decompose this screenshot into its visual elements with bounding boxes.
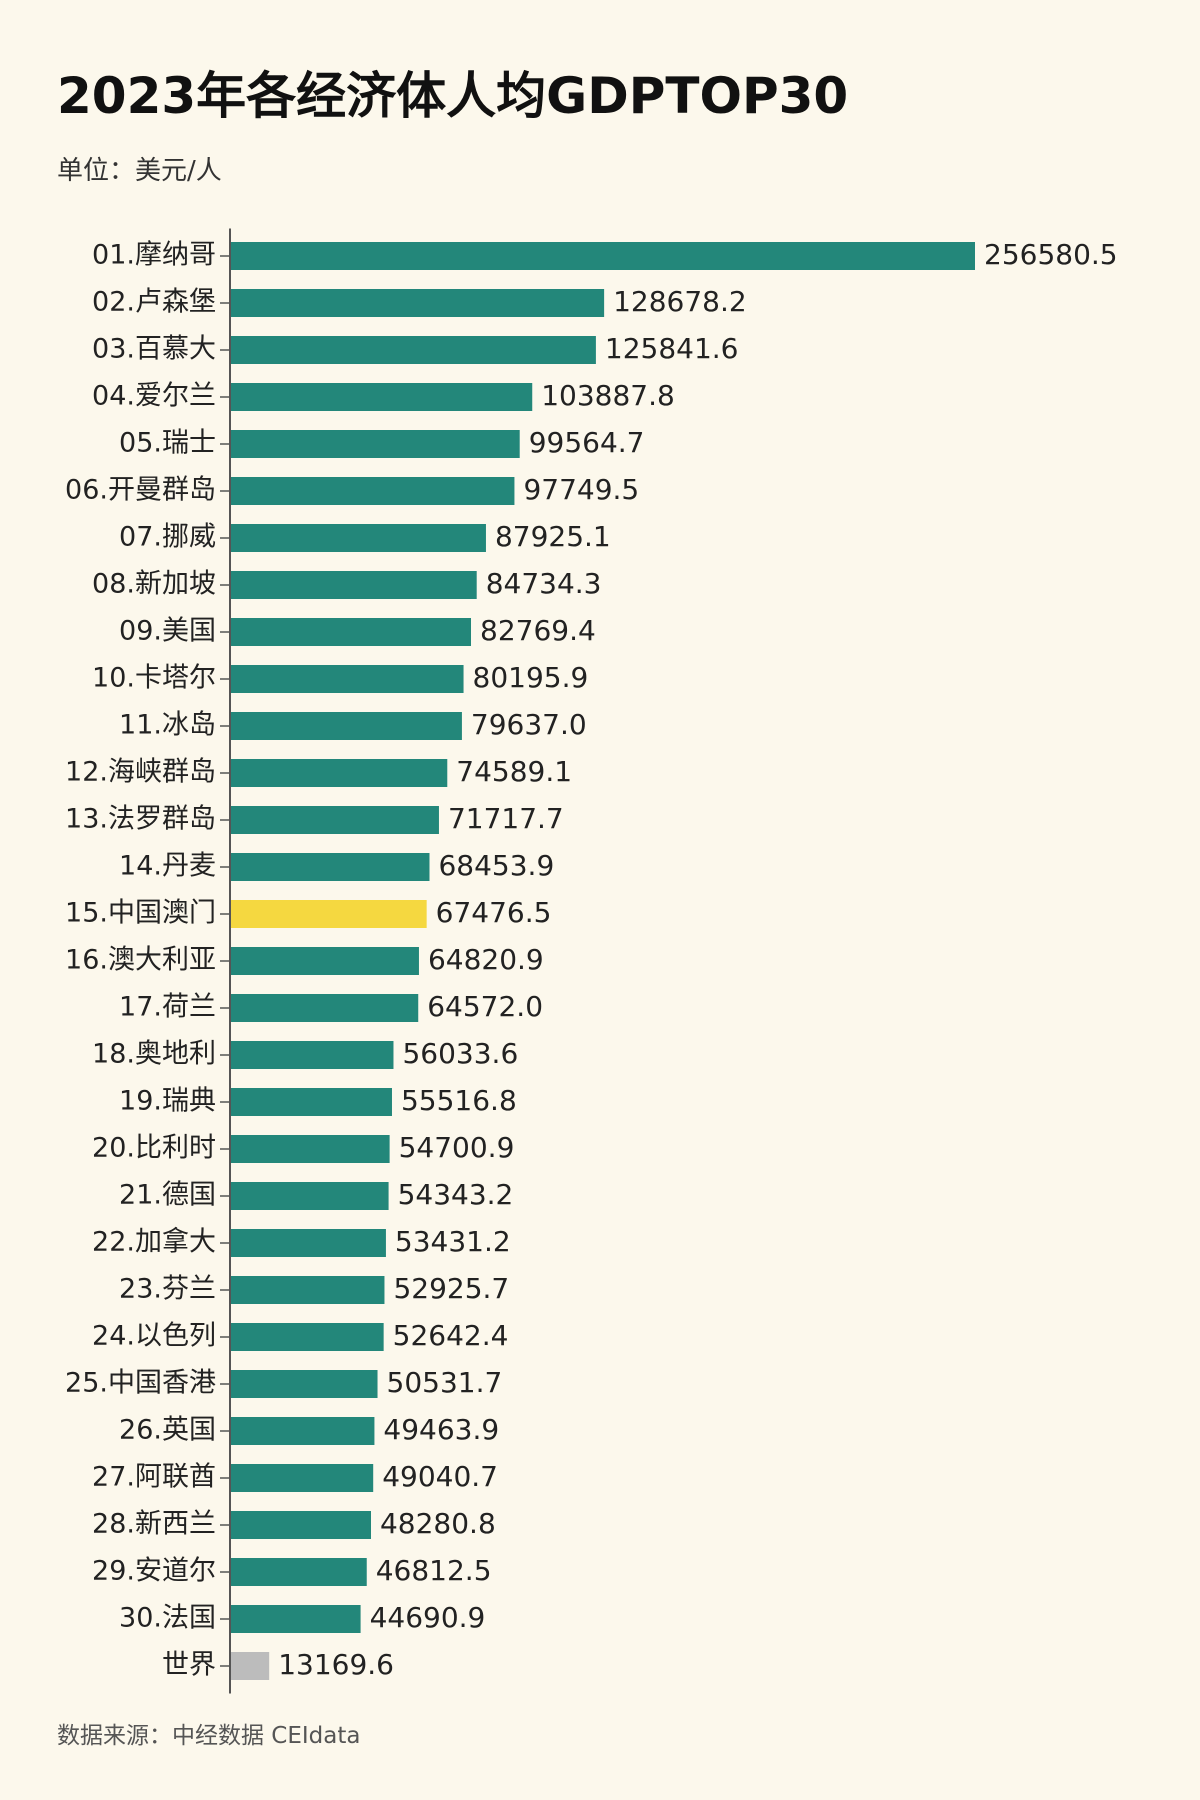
- value-label: 54700.9: [399, 1131, 515, 1164]
- bar-13: [231, 806, 439, 834]
- bar-11: [231, 712, 462, 740]
- value-label: 68453.9: [438, 849, 554, 882]
- category-label: 23.芬兰: [119, 1274, 216, 1305]
- bar-2: [231, 289, 605, 317]
- bar-1: [231, 242, 975, 270]
- category-label: 02.卢森堡: [92, 287, 216, 318]
- bar-17: [231, 994, 419, 1022]
- value-label: 79637.0: [471, 708, 587, 741]
- category-label: 12.海峡群岛: [65, 757, 216, 788]
- category-label: 30.法国: [119, 1603, 216, 1634]
- bar-16: [231, 947, 419, 975]
- value-label: 54343.2: [398, 1178, 514, 1211]
- bar-18: [231, 1041, 394, 1069]
- category-label: 15.中国澳门: [65, 898, 216, 929]
- bar-8: [231, 571, 477, 599]
- category-label: 01.摩纳哥: [92, 240, 216, 271]
- bar-20: [231, 1135, 390, 1163]
- bar-14: [231, 853, 430, 881]
- category-label: 06.开曼群岛: [65, 475, 216, 506]
- category-label: 11.冰岛: [119, 710, 216, 741]
- value-label: 13169.6: [278, 1648, 394, 1681]
- bar-29: [231, 1558, 367, 1586]
- category-label: 26.英国: [119, 1415, 216, 1446]
- value-label: 49040.7: [382, 1460, 498, 1493]
- value-label: 49463.9: [383, 1413, 499, 1446]
- bar-4: [231, 383, 533, 411]
- category-label: 16.澳大利亚: [65, 945, 216, 976]
- value-label: 46812.5: [376, 1554, 492, 1587]
- category-label: 17.荷兰: [119, 992, 216, 1023]
- value-label: 56033.6: [402, 1037, 518, 1070]
- bar-25: [231, 1370, 378, 1398]
- value-label: 97749.5: [523, 473, 639, 506]
- bar-27: [231, 1464, 374, 1492]
- category-label: 08.新加坡: [92, 569, 216, 600]
- category-label: 19.瑞典: [119, 1086, 216, 1117]
- bar-30: [231, 1605, 361, 1633]
- category-label: 22.加拿大: [92, 1227, 216, 1258]
- category-label: 09.美国: [119, 616, 216, 647]
- value-label: 256580.5: [984, 238, 1118, 271]
- bar-10: [231, 665, 464, 693]
- value-label: 52925.7: [393, 1272, 509, 1305]
- value-label: 44690.9: [370, 1601, 486, 1634]
- value-label: 50531.7: [387, 1366, 503, 1399]
- value-label: 80195.9: [473, 661, 589, 694]
- bar-28: [231, 1511, 371, 1539]
- bar-23: [231, 1276, 385, 1304]
- category-label: 04.爱尔兰: [92, 381, 216, 412]
- category-label: 25.中国香港: [65, 1368, 216, 1399]
- value-label: 125841.6: [605, 332, 739, 365]
- chart-title: 2023年各经济体人均GDPTOP30: [57, 67, 849, 125]
- bar-3: [231, 336, 596, 364]
- value-label: 82769.4: [480, 614, 596, 647]
- category-label: 13.法罗群岛: [65, 804, 216, 835]
- category-label: 10.卡塔尔: [92, 663, 216, 694]
- category-label: 03.百慕大: [92, 334, 216, 365]
- data-source-note: 数据来源：中经数据 CEIdata: [57, 1723, 361, 1749]
- category-label: 世界: [162, 1650, 216, 1681]
- chart-unit-label: 单位：美元/人: [57, 156, 222, 186]
- category-label: 18.奥地利: [92, 1039, 216, 1070]
- bar-12: [231, 759, 448, 787]
- bar-21: [231, 1182, 389, 1210]
- category-label: 24.以色列: [92, 1321, 216, 1352]
- category-label: 20.比利时: [92, 1133, 216, 1164]
- value-label: 87925.1: [495, 520, 611, 553]
- bar-7: [231, 524, 486, 552]
- value-label: 53431.2: [395, 1225, 511, 1258]
- bar-26: [231, 1417, 375, 1445]
- value-label: 55516.8: [401, 1084, 517, 1117]
- bar-24: [231, 1323, 384, 1351]
- bar-6: [231, 477, 515, 505]
- bar-chart: 01.摩纳哥 256580.5 02.卢森堡 128678.2 03.百慕大 125841…: [65, 228, 1118, 1694]
- category-label: 21.德国: [119, 1180, 216, 1211]
- bar-31: [231, 1652, 270, 1680]
- value-label: 71717.7: [448, 802, 564, 835]
- bar-19: [231, 1088, 392, 1116]
- category-label: 29.安道尔: [92, 1556, 216, 1587]
- value-label: 64820.9: [428, 943, 544, 976]
- bar-9: [231, 618, 472, 646]
- value-label: 52642.4: [393, 1319, 509, 1352]
- category-label: 07.挪威: [119, 522, 216, 553]
- category-label: 05.瑞士: [119, 428, 216, 459]
- bar-5: [231, 430, 520, 458]
- value-label: 48280.8: [380, 1507, 496, 1540]
- value-label: 74589.1: [456, 755, 572, 788]
- value-label: 67476.5: [436, 896, 552, 929]
- category-label: 28.新西兰: [92, 1509, 216, 1540]
- value-label: 128678.2: [613, 285, 747, 318]
- bar-22: [231, 1229, 386, 1257]
- value-label: 99564.7: [529, 426, 645, 459]
- bar-15: [231, 900, 427, 928]
- value-label: 84734.3: [486, 567, 602, 600]
- category-label: 14.丹麦: [119, 851, 216, 882]
- value-label: 103887.8: [541, 379, 675, 412]
- value-label: 64572.0: [427, 990, 543, 1023]
- category-label: 27.阿联酋: [92, 1462, 216, 1493]
